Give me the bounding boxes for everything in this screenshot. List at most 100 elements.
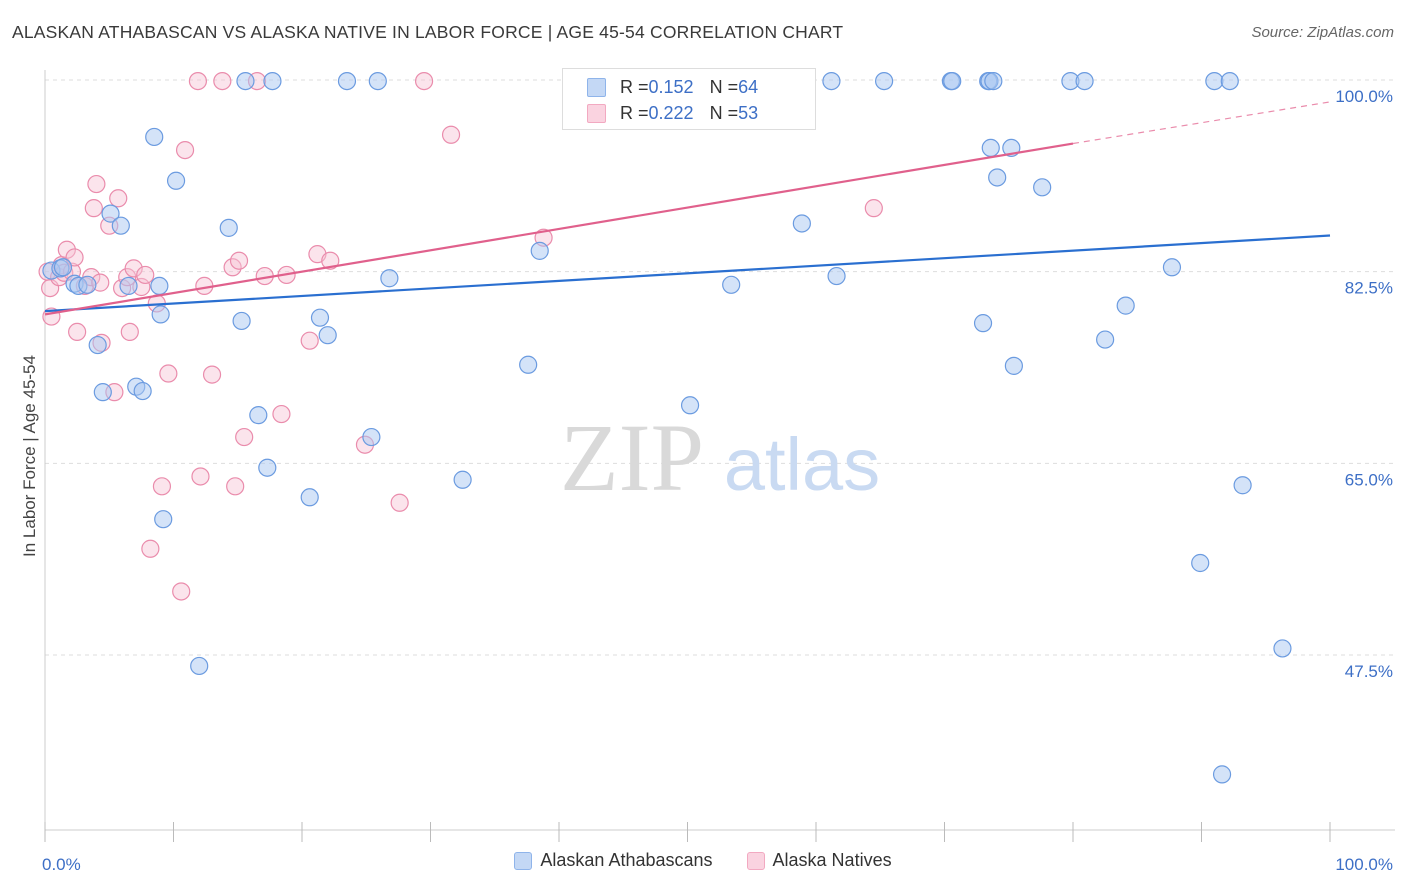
data-point-alaskan-athabascans [792, 214, 811, 233]
data-point-alaskan-athabascans [1004, 356, 1023, 375]
data-point-alaskan-athabascans [150, 276, 169, 296]
data-point-alaska-natives [65, 248, 84, 267]
source-label: Source: ZipAtlas.com [1251, 24, 1394, 41]
data-point-alaskan-athabascans [337, 71, 357, 91]
x-tick-label: 0.0% [42, 855, 81, 874]
stats-row-athabascans: R = 0.152 N = 64 [587, 75, 758, 99]
data-point-alaskan-athabascans [1191, 553, 1210, 573]
data-point-alaskan-athabascans [722, 275, 741, 294]
series-alaska-natives [38, 71, 883, 601]
chart-title: ALASKAN ATHABASCAN VS ALASKA NATIVE IN L… [12, 22, 844, 42]
data-point-alaskan-athabascans [249, 406, 268, 425]
data-point-alaskan-athabascans [310, 308, 330, 327]
legend-item-natives[interactable]: Alaska Natives [746, 850, 892, 871]
data-point-alaskan-athabascans [827, 266, 846, 286]
data-point-alaskan-athabascans [1033, 178, 1052, 197]
data-point-alaskan-athabascans [1205, 71, 1224, 91]
data-point-alaskan-athabascans [145, 127, 164, 147]
data-point-alaskan-athabascans [219, 218, 238, 237]
data-point-alaskan-athabascans [1212, 765, 1232, 784]
data-point-alaskan-athabascans [1075, 71, 1094, 91]
y-tick-label: 65.0% [1345, 470, 1393, 489]
data-point-alaskan-athabascans [232, 311, 251, 331]
tick-labels: 100.0% 82.5% 65.0% 47.5% 0.0% 100.0% [42, 87, 1393, 874]
data-point-alaska-natives [213, 71, 232, 91]
data-point-alaskan-athabascans [263, 71, 282, 91]
axes [44, 70, 1395, 842]
data-point-alaskan-athabascans [53, 258, 73, 277]
data-point-alaskan-athabascans [190, 656, 209, 676]
data-point-alaskan-athabascans [1233, 476, 1252, 495]
data-point-alaskan-athabascans [101, 204, 120, 223]
data-point-alaskan-athabascans [453, 470, 472, 489]
data-point-alaska-natives [202, 365, 222, 384]
data-point-alaskan-athabascans [362, 427, 381, 447]
data-point-alaskan-athabascans [166, 171, 186, 190]
data-point-alaska-natives [441, 125, 461, 144]
x-tick-label: 100.0% [1335, 855, 1393, 874]
data-point-alaska-natives [141, 539, 160, 558]
data-point-alaska-natives [414, 71, 434, 91]
legend-label-natives: Alaska Natives [772, 850, 892, 870]
data-point-alaska-natives [223, 258, 242, 277]
data-point-alaskan-athabascans [988, 168, 1007, 187]
data-point-alaskan-athabascans [151, 305, 170, 324]
data-point-alaskan-athabascans [1116, 296, 1135, 315]
data-point-alaska-natives [235, 427, 254, 447]
data-point-alaskan-athabascans [875, 71, 894, 91]
grid-lines [45, 79, 1395, 656]
data-point-alaskan-athabascans [1273, 639, 1292, 658]
data-point-alaskan-athabascans [984, 71, 1003, 91]
legend-item-athabascans[interactable]: Alaskan Athabascans [514, 850, 713, 871]
data-point-alaska-natives [120, 322, 139, 342]
data-point-alaskan-athabascans [943, 71, 962, 91]
trend-line-athabascans [44, 234, 1331, 313]
data-point-alaska-natives [300, 331, 319, 350]
data-point-alaska-natives [109, 189, 128, 208]
n-label: N = [709, 76, 739, 97]
data-point-alaskan-athabascans [973, 314, 993, 333]
legend-label-athabascans: Alaskan Athabascans [540, 850, 713, 870]
natives-swatch [587, 103, 606, 123]
data-point-alaskan-athabascans [519, 355, 538, 374]
data-point-alaska-natives [188, 71, 208, 91]
watermark: ZIP atlas [560, 404, 880, 511]
data-point-alaska-natives [68, 322, 87, 342]
data-point-alaska-natives [57, 240, 76, 259]
data-point-alaskan-athabascans [1162, 258, 1182, 277]
r-label: R = [620, 102, 649, 123]
data-point-alaskan-athabascans [154, 510, 173, 529]
data-point-alaska-natives [226, 477, 245, 496]
watermark-atlas: atlas [724, 423, 880, 506]
stats-legend: R = 0.152 N = 64 R = 0.222 N = 53 [562, 68, 816, 130]
data-point-alaskan-athabascans [368, 71, 387, 91]
data-point-alaska-natives [87, 174, 106, 194]
watermark-zip: ZIP [560, 404, 704, 511]
data-point-alaskan-athabascans [822, 71, 841, 91]
stats-row-natives: R = 0.222 N = 53 [587, 101, 758, 125]
n-value: 53 [738, 102, 759, 123]
y-tick-label: 47.5% [1345, 662, 1393, 681]
data-point-alaska-natives [864, 199, 883, 218]
trend-lines [44, 101, 1331, 316]
data-point-alaskan-athabascans [981, 138, 1000, 158]
n-value: 64 [738, 76, 759, 97]
data-point-alaskan-athabascans [300, 488, 319, 507]
data-point-alaskan-athabascans [380, 269, 399, 288]
data-point-alaska-natives [229, 251, 249, 270]
data-point-alaskan-athabascans [1220, 71, 1239, 91]
data-point-alaska-natives [321, 251, 340, 270]
data-point-alaskan-athabascans [88, 335, 107, 355]
r-value: 0.222 [648, 102, 694, 123]
data-point-alaska-natives [172, 582, 191, 601]
data-point-alaskan-athabascans [78, 275, 97, 294]
trend-line-natives [44, 142, 1074, 316]
data-point-alaskan-athabascans [680, 396, 700, 415]
data-point-alaska-natives [175, 140, 195, 160]
data-point-alaska-natives [136, 265, 155, 285]
data-point-alaskan-athabascans [530, 241, 549, 260]
r-label: R = [620, 76, 649, 97]
data-point-alaskan-athabascans [258, 458, 277, 477]
data-point-alaska-natives [272, 404, 291, 424]
